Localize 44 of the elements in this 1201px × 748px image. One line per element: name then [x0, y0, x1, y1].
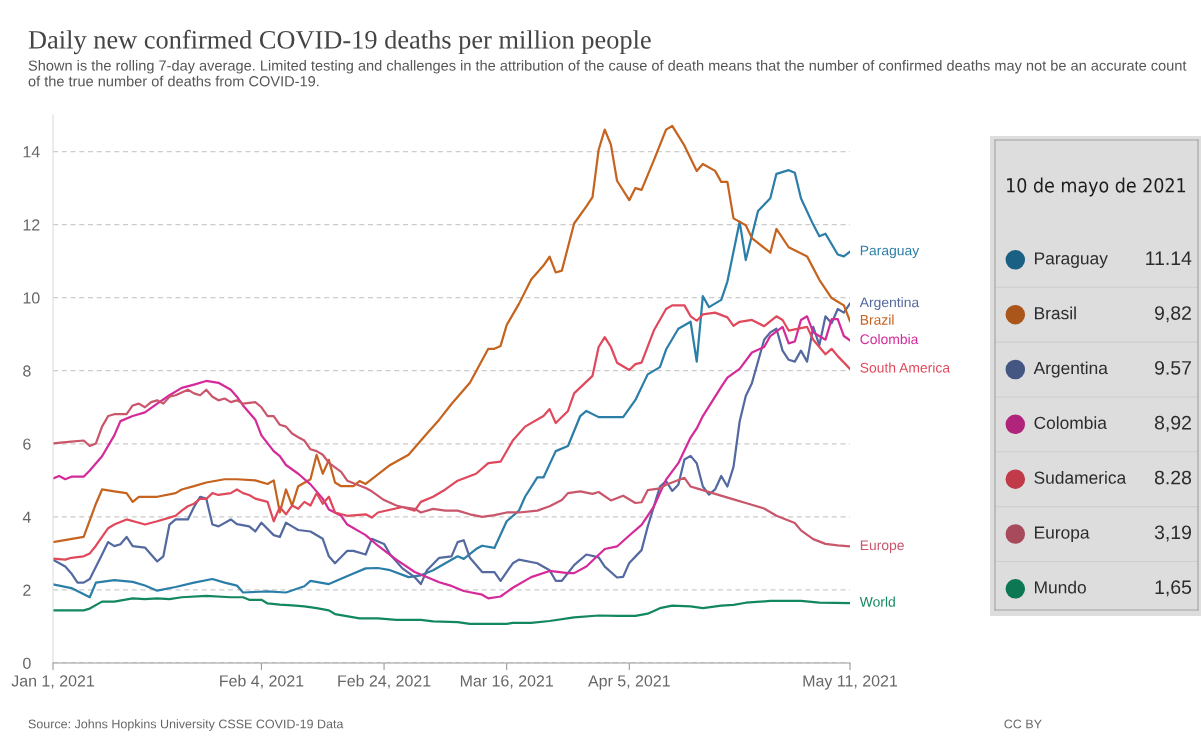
- y-tick-label: 12: [23, 219, 40, 231]
- y-tick-label: 14: [23, 146, 40, 158]
- x-tick-label: Mar 16, 2021: [460, 675, 553, 689]
- source-note: Source: Johns Hopkins University CSSE COVID-19 Data: [28, 719, 344, 731]
- category-label: Europa: [1034, 526, 1090, 543]
- y-tick-label: 4: [22, 511, 31, 523]
- chart-title: Daily new confirmed COVID-19 deaths per million people: [28, 29, 651, 55]
- text: 8.28: [1154, 470, 1192, 485]
- x-tick-label: Jan 1, 2021: [11, 675, 94, 689]
- series-label: Paraguay: [860, 245, 920, 259]
- line-series: [53, 594, 850, 626]
- series-label: South America: [860, 362, 951, 373]
- x-tick-label: Feb 24, 2021: [338, 674, 431, 689]
- y-tick-label: 2: [23, 584, 31, 596]
- series-label: World: [859, 596, 895, 607]
- x-tick-label: Apr 5, 2021: [588, 675, 670, 690]
- series-label: Argentina: [859, 297, 920, 310]
- x-tick-label: Feb 4, 2021: [220, 674, 304, 689]
- y-tick-label: 6: [23, 438, 31, 450]
- category-label: Paraguay: [1034, 252, 1108, 268]
- series-label: Brazil: [860, 314, 894, 325]
- text: 1,65: [1155, 580, 1192, 597]
- text: 9,82: [1154, 306, 1191, 323]
- text: 10 de mayo de 2021: [1007, 177, 1186, 197]
- category-label: Sudamerica: [1034, 471, 1127, 484]
- category-label: Argentina: [1033, 361, 1108, 378]
- line-series: [53, 169, 850, 599]
- y-tick-label: 10: [23, 292, 40, 304]
- category-label: Brasil: [1034, 306, 1076, 320]
- text: 11.14: [1146, 251, 1192, 265]
- line-series: [53, 388, 850, 548]
- chart-subtitle: Shown is the rolling 7-day average. Limited testing and challenges in the attribution of the cause of death means that the number of confirmed deaths may not be an accurate count of the true number of deaths from COVID-19.: [28, 60, 1187, 87]
- text: 3,19: [1154, 525, 1191, 542]
- series-label: Colombia: [860, 333, 919, 345]
- category-label: Mundo: [1034, 580, 1086, 594]
- x-tick-label: May 11, 2021: [803, 675, 898, 690]
- y-tick-label: 0: [23, 657, 31, 669]
- line-series: [53, 124, 850, 544]
- text: 8,92: [1154, 415, 1191, 432]
- series-label: Europe: [860, 540, 904, 553]
- category-label: Colombia: [1034, 416, 1107, 430]
- y-tick-label: 8: [23, 365, 31, 377]
- text: 9.57: [1154, 360, 1191, 375]
- text: CC BY: [1004, 719, 1042, 729]
